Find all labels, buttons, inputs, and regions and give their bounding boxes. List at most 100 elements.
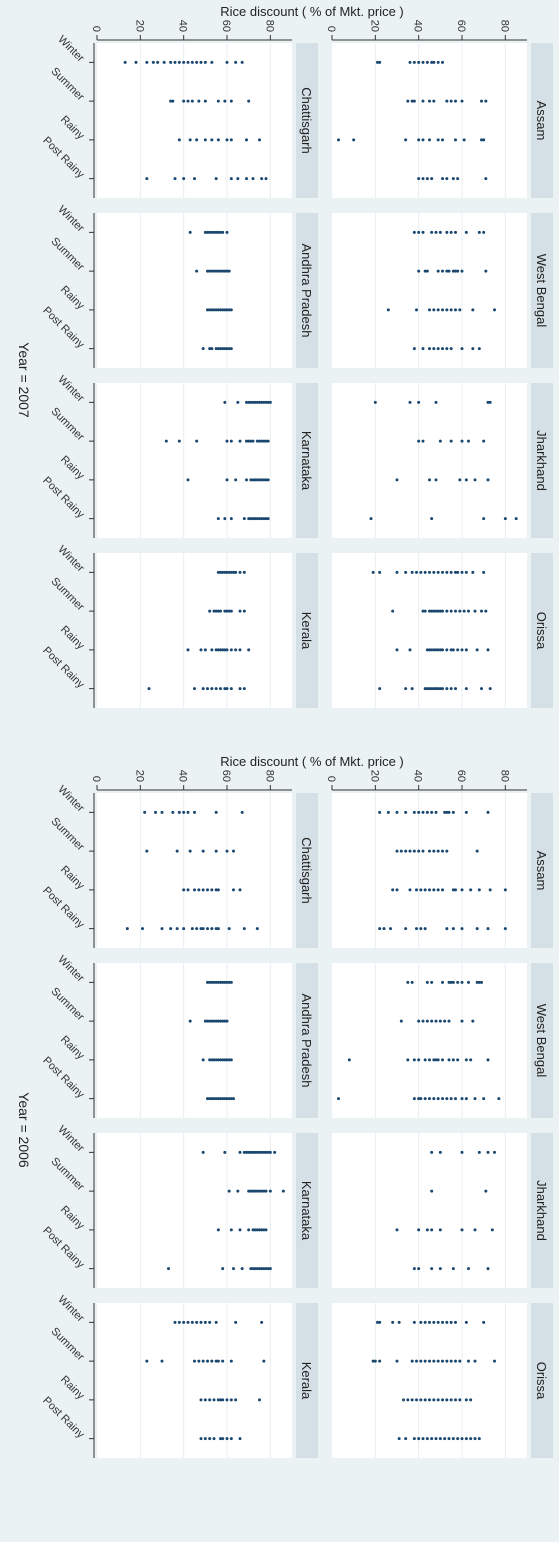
data-point (480, 138, 483, 142)
data-point (445, 687, 449, 691)
data-point (436, 1058, 440, 1062)
data-point (415, 927, 418, 931)
data-point (514, 517, 518, 521)
data-point (199, 60, 203, 64)
data-point (423, 888, 427, 892)
data-point (337, 1097, 340, 1101)
data-point (473, 1359, 477, 1363)
data-point (219, 1097, 222, 1101)
data-point (247, 517, 251, 521)
data-point (458, 478, 462, 482)
data-point (151, 60, 155, 64)
data-point (221, 1267, 225, 1271)
data-point (464, 1097, 468, 1101)
data-point (445, 99, 449, 103)
data-point (477, 1437, 481, 1441)
data-point (404, 849, 408, 853)
data-point (419, 888, 423, 892)
y-tick-label: 20 (133, 20, 145, 32)
data-point (229, 609, 233, 613)
data-point (266, 400, 270, 404)
data-point (223, 1019, 227, 1023)
data-point (469, 1398, 473, 1402)
data-point (475, 980, 479, 984)
data-point (255, 400, 259, 404)
data-point (454, 1359, 457, 1363)
data-point (404, 687, 408, 691)
data-point (389, 927, 392, 931)
data-point (247, 439, 251, 443)
data-point (441, 648, 444, 652)
data-point (480, 980, 483, 984)
data-point (208, 1320, 212, 1324)
data-point (247, 99, 251, 103)
data-point (173, 1320, 177, 1324)
data-point (428, 687, 431, 691)
data-point (227, 1097, 231, 1101)
data-point (223, 1097, 227, 1101)
data-point (186, 99, 190, 103)
data-point (223, 269, 227, 273)
data-point (451, 269, 455, 273)
data-point (193, 1359, 196, 1363)
data-point (460, 927, 464, 931)
data-point (223, 609, 227, 613)
data-point (438, 439, 442, 443)
data-point (227, 1189, 231, 1193)
data-point (493, 308, 496, 312)
data-point (480, 99, 483, 103)
data-point (227, 609, 231, 613)
data-point (445, 810, 449, 814)
data-point (378, 1320, 382, 1324)
x-tick-label: Summer (48, 235, 86, 273)
data-point (212, 230, 216, 234)
data-point (216, 517, 220, 521)
plot-area (97, 963, 292, 1118)
data-point (428, 849, 431, 853)
data-point (260, 517, 264, 521)
data-point (238, 888, 242, 892)
data-point (201, 849, 205, 853)
data-point (225, 230, 229, 234)
data-point (264, 1267, 268, 1271)
x-tick-label: Post Rainy (40, 475, 86, 521)
data-point (399, 1019, 403, 1023)
data-point (423, 927, 427, 931)
data-point (471, 347, 475, 351)
x-tick-label: Post Rainy (40, 1055, 86, 1101)
data-point (123, 60, 127, 64)
data-point (199, 1398, 203, 1402)
data-point (412, 1097, 416, 1101)
data-point (473, 1437, 477, 1441)
data-point (208, 308, 212, 312)
data-point (208, 1097, 212, 1101)
data-point (225, 849, 229, 853)
data-point (214, 810, 218, 814)
data-point (441, 1058, 444, 1062)
data-point (449, 99, 453, 103)
data-point (425, 1228, 429, 1232)
data-point (428, 1398, 431, 1402)
data-point (260, 1228, 264, 1232)
data-point (199, 648, 203, 652)
data-point (227, 1058, 231, 1062)
data-point (371, 570, 375, 574)
x-tick-label: Summer (48, 985, 86, 1023)
data-point (441, 1320, 444, 1324)
data-point (441, 570, 444, 574)
data-point (197, 888, 201, 892)
data-point (225, 60, 229, 64)
data-point (210, 60, 214, 64)
data-point (421, 60, 425, 64)
data-point (229, 648, 233, 652)
data-point (456, 648, 460, 652)
data-point (378, 927, 382, 931)
data-point (460, 99, 464, 103)
data-point (447, 810, 451, 814)
data-point (260, 1150, 264, 1154)
data-point (145, 60, 149, 64)
facet: Assam 0 20 40 60 80 (325, 770, 553, 948)
facet-strip (531, 1303, 553, 1458)
facet-strip (531, 213, 553, 368)
data-point (253, 1150, 257, 1154)
